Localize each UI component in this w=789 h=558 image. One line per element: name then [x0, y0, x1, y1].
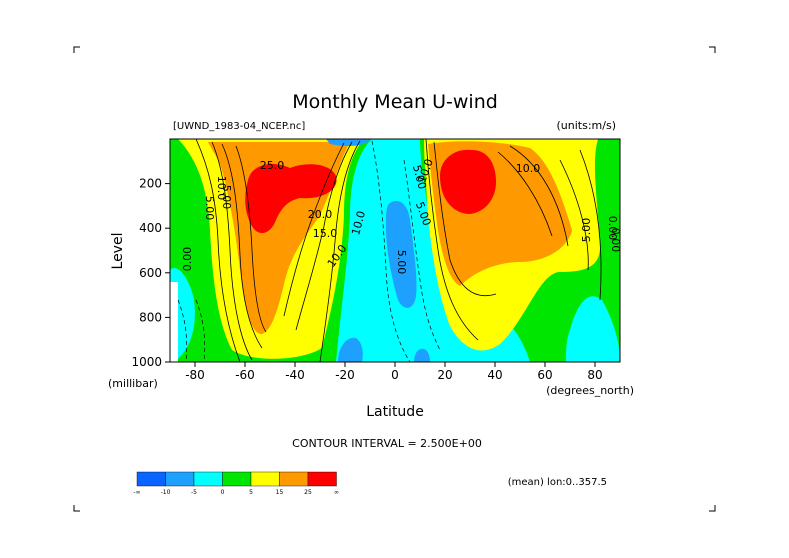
mean-longitude-note: (mean) lon:0..357.5 [508, 477, 607, 488]
y-tick-label: 800 [139, 310, 162, 324]
x-tick-label: 20 [437, 368, 452, 382]
contour-label-5b: 5.00 [203, 196, 216, 221]
band-minus5-to-minus10-tropics [386, 200, 417, 308]
colorbar-swatch [222, 471, 252, 487]
contour-lines [195, 139, 602, 362]
colorbar-swatch [193, 471, 223, 487]
x-tick-label: 60 [537, 368, 552, 382]
colorbar-swatch [250, 471, 280, 487]
x-tick-label: 0 [391, 368, 399, 382]
chart-title: Monthly Mean U-wind [292, 91, 498, 113]
contour-label-5-tropics: 5.00 [395, 250, 408, 275]
band-minus5-stratosphere [326, 139, 372, 147]
polar-easterly-patch-north [566, 296, 620, 362]
y-tick-label: 200 [139, 177, 162, 191]
x-tick-label: -40 [285, 368, 305, 382]
contour-label-5a: 5.00 [220, 185, 233, 210]
units-label: (units:m/s) [557, 119, 617, 132]
colorbar-label: 25 [304, 489, 312, 496]
contour-label-25: 25.0 [260, 159, 285, 172]
colorbar-label: ∞ [334, 489, 339, 496]
y-tick-label: 400 [139, 221, 162, 235]
y-axis: 200 400 600 800 1000 [131, 177, 170, 369]
easterlies [170, 139, 620, 362]
contour-interval-note: CONTOUR INTERVAL = 2.500E+00 [292, 437, 482, 450]
contour-label-5-north-b: 5.00 [410, 164, 429, 191]
missing-surface-south [170, 282, 178, 362]
x-axis-title: Latitude [366, 404, 424, 420]
x-tick-label: -60 [235, 368, 255, 382]
colorbar-label: 0 [221, 489, 225, 496]
colorbar-label: -5 [191, 489, 197, 496]
colorbar-label: 5 [249, 489, 253, 496]
contour-label-10b: 10.0 [349, 210, 368, 237]
band-minus5-surface-right [414, 348, 430, 362]
y-tick-label: 1000 [131, 355, 162, 369]
crop-marks [73, 46, 716, 512]
colorbar-swatch [279, 471, 309, 487]
x-tick-label: 40 [487, 368, 502, 382]
contour-plot: 25.0 20.0 15.0 10.0 10.0 5.00 5.00 0.00 … [170, 139, 622, 362]
colorbar-swatch [136, 471, 166, 487]
x-tick-label: -80 [185, 368, 205, 382]
contour-label-10-north: 10.0 [516, 162, 541, 175]
y-axis-title: Level [110, 233, 126, 270]
northern-westerlies [420, 139, 620, 362]
band-minus5-surface-left [338, 337, 363, 362]
contour-label-10-south-c: 10.0 [215, 176, 228, 201]
contour-label-20: 20.0 [308, 208, 333, 221]
colorbar: -∞ -10 -5 0 5 15 25 ∞ [133, 471, 339, 496]
x-unit-label: (degrees_north) [546, 384, 634, 397]
band-25-plus-north [440, 149, 496, 214]
colorbar-swatch [165, 471, 195, 487]
contour-label-15: 15.0 [313, 227, 338, 240]
band-25-plus-south [245, 164, 337, 234]
contour-label-5-north-a: 5.00 [580, 218, 593, 243]
negative-contours [177, 140, 441, 362]
y-unit-label: (millibar) [108, 377, 158, 390]
y-tick-label: 600 [139, 266, 162, 280]
colorbar-label: -10 [161, 489, 171, 496]
contour-label-0a: 0.00 [181, 247, 194, 272]
contour-label-0-north: 0.00 [606, 216, 619, 241]
colorbar-label: 15 [276, 489, 284, 496]
contour-label-0-b: 0.00 [609, 228, 622, 253]
colorbar-swatch [307, 471, 337, 487]
x-tick-label: -20 [335, 368, 355, 382]
colorbar-label: -∞ [133, 489, 140, 496]
dataset-label: [UWND_1983-04_NCEP.nc] [173, 121, 305, 132]
x-tick-label: 80 [587, 368, 602, 382]
x-axis: -80 -60 -40 -20 0 20 40 60 80 [185, 362, 603, 382]
